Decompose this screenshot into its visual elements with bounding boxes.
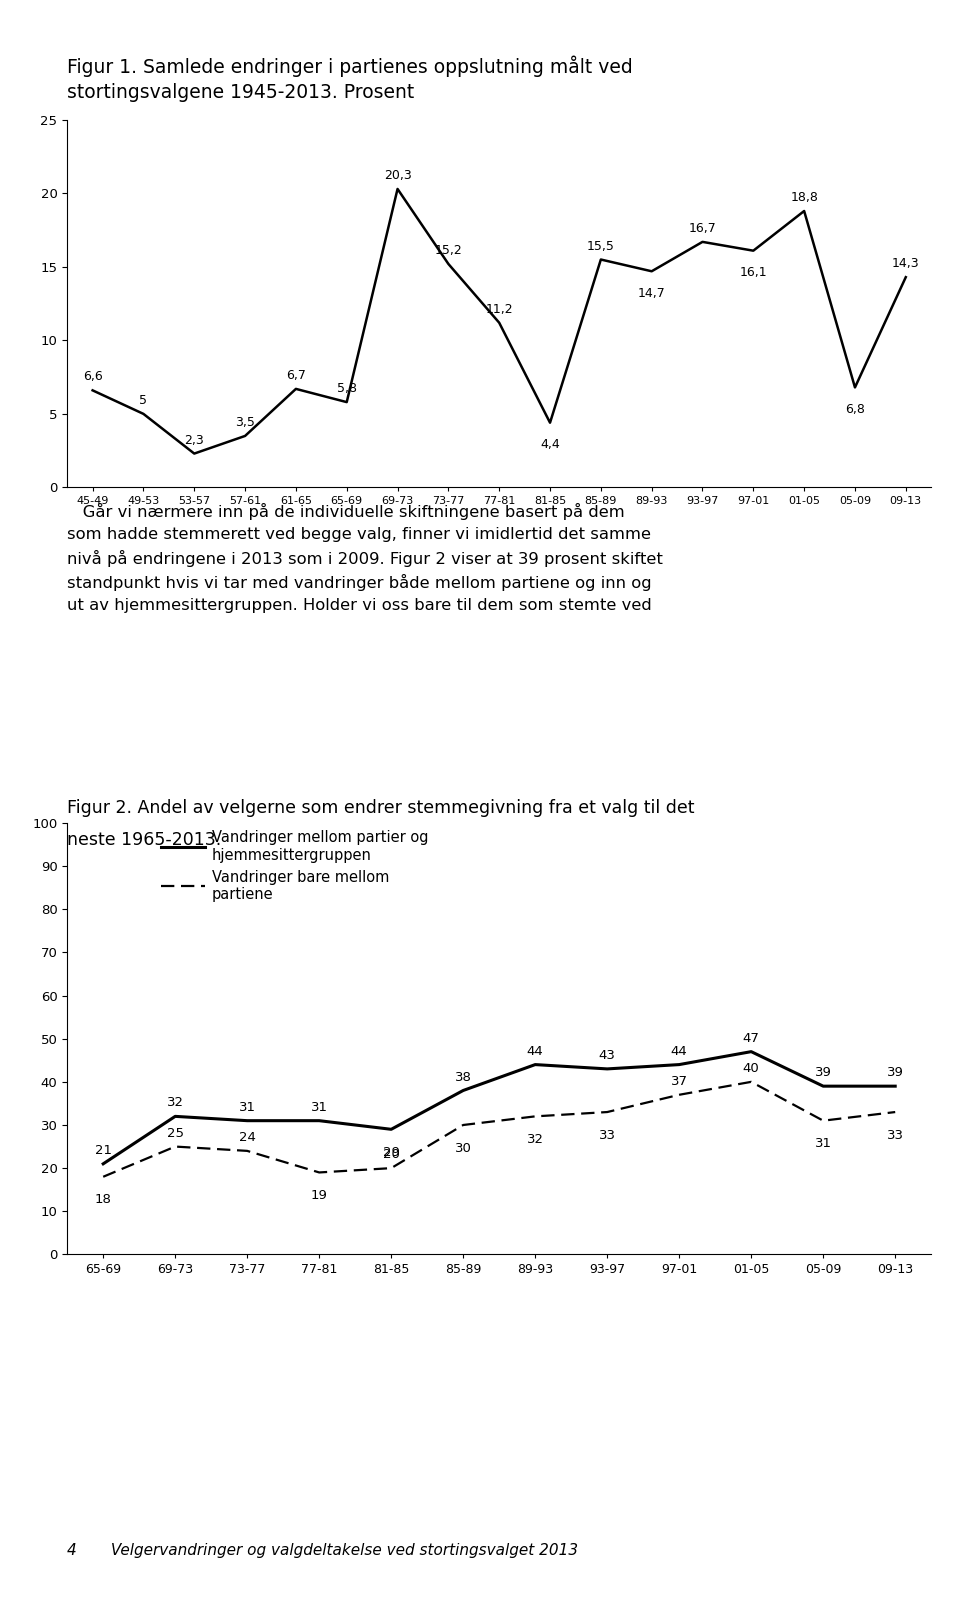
Text: 44: 44 [527,1045,543,1058]
Text: 18,8: 18,8 [790,192,818,205]
Text: 5: 5 [139,395,148,407]
Text: 20: 20 [383,1149,399,1162]
Text: 33: 33 [887,1128,903,1141]
Text: 25: 25 [167,1127,183,1139]
Text: 3,5: 3,5 [235,415,255,428]
Text: 32: 32 [167,1096,183,1109]
Text: 32: 32 [527,1133,543,1146]
Text: 37: 37 [671,1075,687,1088]
Text: stortingsvalgene 1945-2013. Prosent: stortingsvalgene 1945-2013. Prosent [67,83,415,102]
Text: 20,3: 20,3 [384,169,412,182]
Text: 38: 38 [455,1071,471,1083]
Text: 21: 21 [95,1144,111,1157]
Text: Går vi nærmere inn på de individuelle skiftningene basert på dem
som hadde stemm: Går vi nærmere inn på de individuelle sk… [67,503,663,614]
Text: Figur 2. Andel av velgerne som endrer stemmegivning fra et valg til det: Figur 2. Andel av velgerne som endrer st… [67,799,695,817]
Text: 2,3: 2,3 [184,433,204,446]
Text: 4       Velgervandringer og valgdeltakelse ved stortingsvalget 2013: 4 Velgervandringer og valgdeltakelse ved… [67,1544,578,1558]
Text: 33: 33 [599,1128,615,1141]
Text: 24: 24 [239,1131,255,1144]
Text: 19: 19 [311,1189,327,1202]
Text: 39: 39 [887,1066,903,1079]
Text: 11,2: 11,2 [486,302,513,316]
Text: 31: 31 [815,1138,831,1151]
Text: 44: 44 [671,1045,687,1058]
Text: 31: 31 [239,1101,255,1114]
Text: 30: 30 [455,1141,471,1155]
Text: 40: 40 [743,1063,759,1075]
Text: 31: 31 [311,1101,327,1114]
Text: neste 1965-2013.: neste 1965-2013. [67,831,222,849]
Text: 16,7: 16,7 [688,222,716,235]
Text: 39: 39 [815,1066,831,1079]
Text: 16,1: 16,1 [739,265,767,280]
Legend: Vandringer mellom partier og
hjemmesittergruppen, Vandringer bare mellom
partien: Vandringer mellom partier og hjemmesitte… [161,831,428,903]
Text: 43: 43 [599,1048,615,1063]
Text: 14,7: 14,7 [637,286,665,299]
Text: 14,3: 14,3 [892,257,920,270]
Text: 47: 47 [743,1032,759,1045]
Text: 6,8: 6,8 [845,403,865,415]
Text: 15,5: 15,5 [587,240,614,252]
Text: 4,4: 4,4 [540,438,560,451]
Text: 5,8: 5,8 [337,382,357,395]
Text: 18: 18 [95,1194,111,1206]
Text: Figur 1. Samlede endringer i partienes oppslutning målt ved: Figur 1. Samlede endringer i partienes o… [67,56,633,77]
Text: 15,2: 15,2 [435,244,463,257]
Text: 6,6: 6,6 [83,371,103,384]
Text: 6,7: 6,7 [286,369,306,382]
Text: 29: 29 [383,1146,399,1159]
